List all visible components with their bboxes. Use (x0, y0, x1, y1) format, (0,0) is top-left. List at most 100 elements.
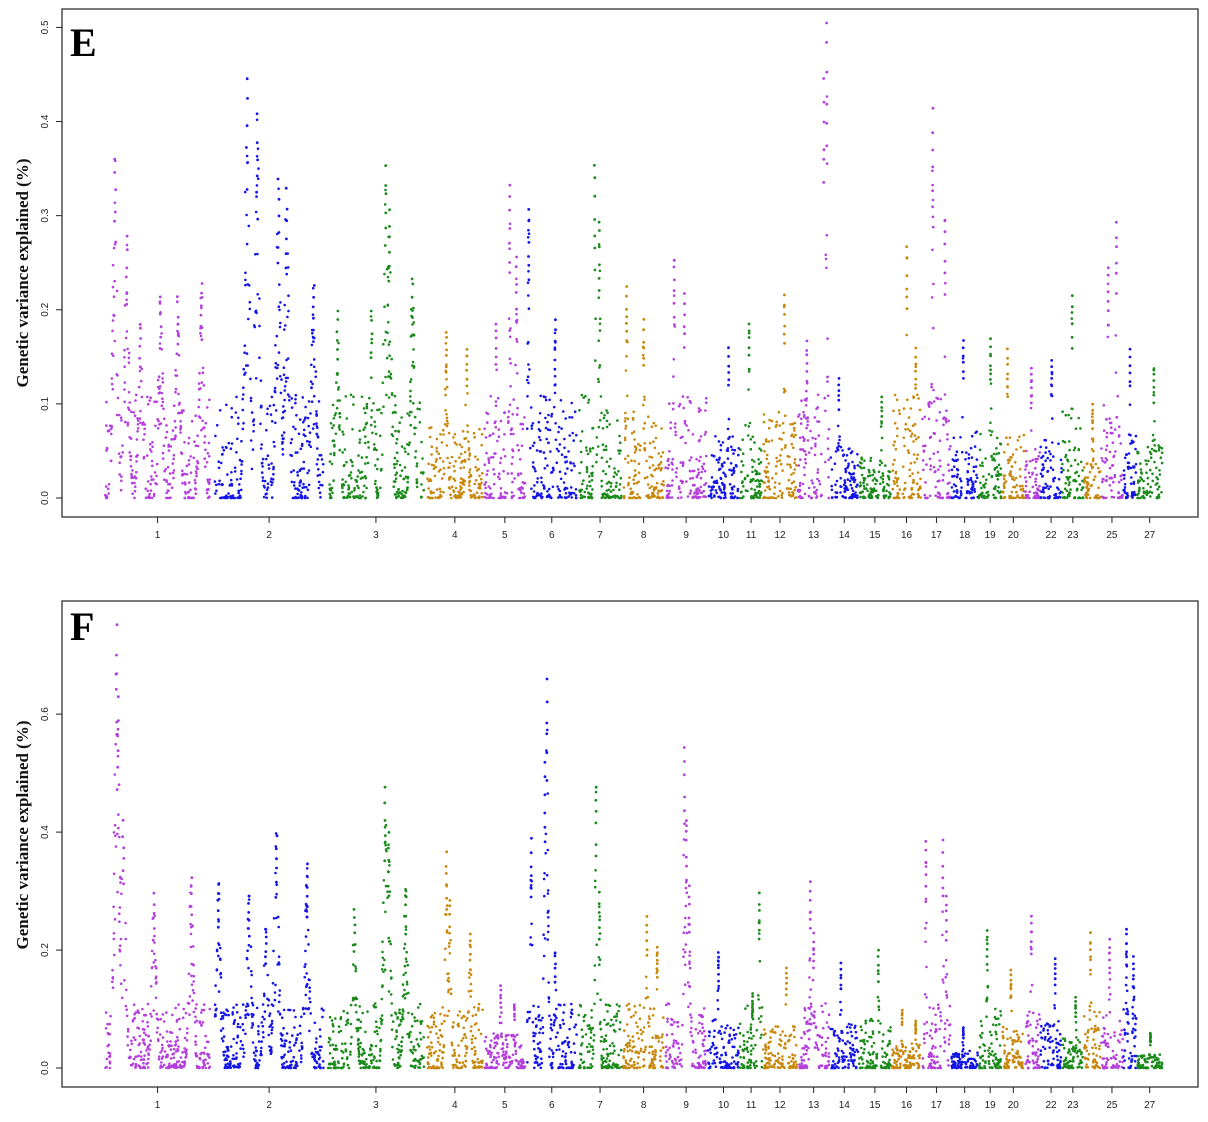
snp-point (527, 228, 530, 232)
snp-point (499, 492, 503, 495)
snp-point (880, 422, 883, 425)
peak-point (914, 346, 918, 350)
snp-point (862, 484, 866, 488)
snp-point (1104, 479, 1108, 483)
peak-point (494, 363, 498, 366)
snp-point (267, 1033, 271, 1037)
peak-point (914, 355, 918, 359)
snp-point (491, 455, 495, 459)
snp-point (168, 1044, 171, 1047)
snp-point (979, 481, 982, 485)
snp-point (557, 425, 561, 429)
snp-point (294, 393, 298, 397)
snp-point (404, 450, 407, 454)
peak-point (335, 339, 339, 342)
snp-point (488, 494, 492, 498)
snp-point (570, 469, 573, 472)
snp-point (290, 397, 294, 400)
snp-point (131, 492, 134, 496)
snp-point (814, 444, 817, 448)
snp-point (1003, 481, 1006, 485)
snp-point (141, 1020, 144, 1023)
snp-point (1104, 496, 1108, 500)
snp-point (483, 483, 487, 486)
snp-point (975, 476, 979, 480)
snp-point (1158, 473, 1162, 476)
snp-point (430, 453, 433, 456)
snp-point (598, 322, 602, 326)
snp-point (206, 406, 209, 409)
snp-point (439, 433, 442, 436)
snp-point (259, 1050, 263, 1053)
snp-point (198, 1066, 201, 1070)
snp-point (221, 1027, 225, 1030)
snp-point (108, 1066, 112, 1070)
snp-point (882, 485, 886, 489)
snp-point (240, 439, 243, 443)
snp-point (896, 434, 899, 438)
snp-point (264, 931, 268, 934)
snp-point (754, 469, 757, 472)
snp-point (484, 491, 487, 495)
snp-point (139, 379, 143, 383)
snp-point (286, 315, 289, 319)
snp-point (986, 490, 990, 494)
snp-point (997, 486, 1000, 489)
snp-point (483, 463, 487, 467)
peak-point (598, 263, 601, 267)
snp-point (670, 496, 674, 499)
snp-point (396, 488, 400, 491)
snp-point (130, 1042, 134, 1046)
snp-point (532, 495, 535, 499)
peak-point (138, 323, 142, 326)
snp-point (495, 368, 498, 372)
snp-point (703, 433, 707, 436)
snp-point (181, 469, 184, 473)
snp-point (300, 1057, 303, 1060)
snp-point (954, 484, 958, 488)
peak-point (683, 332, 686, 336)
snp-point (300, 1015, 303, 1019)
snp-point (287, 309, 290, 313)
snp-point (681, 461, 685, 464)
snp-point (793, 468, 796, 471)
snp-point (195, 1055, 199, 1058)
snp-point (1097, 486, 1100, 490)
peak-point (121, 869, 125, 872)
peak-point (152, 927, 156, 930)
snp-point (1151, 479, 1155, 483)
snp-point (909, 407, 913, 410)
snp-point (688, 469, 692, 473)
snp-point (233, 1018, 237, 1022)
snp-point (111, 263, 115, 267)
snp-point (521, 496, 524, 499)
y-axis-title-f: Genetic variance explained (%) (13, 721, 32, 950)
snp-point (816, 393, 820, 397)
snp-point (792, 492, 795, 495)
snp-point (217, 482, 221, 486)
peak-point (989, 337, 992, 341)
snp-point (147, 480, 150, 483)
snp-point (1064, 453, 1068, 457)
peak-point (672, 315, 676, 319)
peak-point (410, 277, 414, 281)
snp-point (1039, 472, 1043, 476)
peak-point (264, 962, 268, 965)
snp-point (766, 476, 770, 479)
snp-point (370, 416, 373, 419)
peak-point (444, 331, 448, 334)
snp-point (214, 1014, 217, 1018)
snp-point (171, 462, 175, 465)
peak-point (727, 364, 731, 368)
snp-point (1046, 470, 1049, 473)
snp-point (123, 365, 126, 369)
snp-point (140, 367, 144, 371)
snp-point (1156, 488, 1159, 491)
snp-point (1001, 490, 1005, 494)
snp-point (178, 411, 182, 415)
snp-point (125, 1008, 128, 1011)
snp-point (700, 465, 704, 468)
snp-point (139, 1050, 143, 1054)
snp-point (486, 469, 489, 473)
peak-point (122, 882, 125, 886)
